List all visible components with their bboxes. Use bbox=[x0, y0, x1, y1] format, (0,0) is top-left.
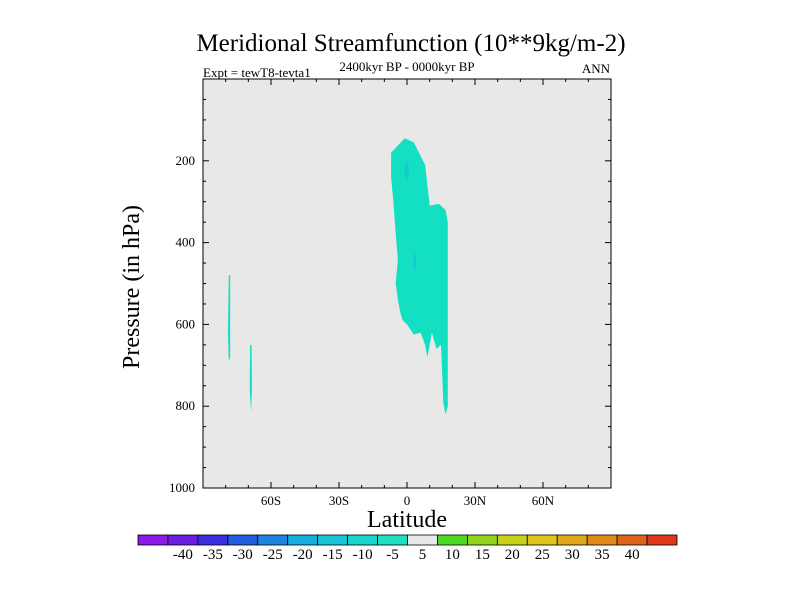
experiment-label: Expt = tewT8-tevta1 bbox=[203, 65, 311, 80]
colorbar-box bbox=[437, 534, 468, 546]
colorbar-box bbox=[586, 534, 618, 546]
plot-frame bbox=[202, 78, 612, 489]
contour-region-core-upper bbox=[404, 160, 410, 182]
season-label: ANN bbox=[582, 61, 611, 76]
colorbar-box bbox=[287, 534, 319, 546]
x-tick-label: 60S bbox=[261, 493, 281, 508]
colorbar-box bbox=[317, 534, 349, 546]
colorbar-label: 25 bbox=[535, 547, 550, 563]
colorbar-box bbox=[407, 534, 438, 546]
colorbar-box bbox=[137, 534, 169, 546]
colorbar-box bbox=[646, 534, 678, 546]
x-tick-label: 60N bbox=[532, 493, 555, 508]
contour-region-sliver-1 bbox=[227, 275, 231, 362]
colorbar-label: -15 bbox=[323, 547, 343, 563]
colorbar-label: -20 bbox=[293, 547, 313, 563]
colorbar-box bbox=[556, 534, 588, 546]
colorbar-label: 15 bbox=[475, 547, 490, 563]
colorbar-label: -5 bbox=[386, 547, 399, 563]
y-axis-label: Pressure (in hPa) bbox=[119, 205, 145, 369]
colorbar-box bbox=[227, 534, 259, 546]
y-tick-label: 200 bbox=[176, 153, 196, 168]
colorbar-label: -40 bbox=[173, 547, 193, 563]
y-tick-label: 400 bbox=[176, 235, 196, 250]
contour-region-main-cell bbox=[391, 138, 448, 415]
colorbar-box bbox=[496, 534, 528, 546]
colorbar-box bbox=[526, 534, 558, 546]
contour-region-sliver-2 bbox=[249, 344, 252, 413]
colorbar-box bbox=[616, 534, 648, 546]
x-tick-label: 0 bbox=[404, 493, 411, 508]
colorbar-label: 5 bbox=[419, 547, 427, 563]
x-tick-label: 30S bbox=[329, 493, 349, 508]
colorbar-box bbox=[167, 534, 199, 546]
colorbar-label: -25 bbox=[263, 547, 283, 563]
plot-area: 60S 30S 0 30N 60N 200 400 600 800 1000 bbox=[169, 78, 612, 508]
colorbar-box bbox=[197, 534, 229, 546]
colorbar: -40 -35 -30 -25 -20 -15 -10 -5 5 10 15 20 25 30 35 40 bbox=[137, 534, 678, 563]
colorbar-box bbox=[347, 534, 378, 546]
colorbar-box bbox=[377, 534, 408, 546]
colorbar-label: -35 bbox=[203, 547, 223, 563]
colorbar-label: 20 bbox=[505, 547, 520, 563]
y-tick-label: 800 bbox=[176, 398, 196, 413]
colorbar-label: 40 bbox=[625, 547, 640, 563]
period-label: 2400kyr BP - 0000kyr BP bbox=[339, 59, 474, 74]
colorbar-label: -10 bbox=[353, 547, 373, 563]
y-tick-label: 1000 bbox=[169, 480, 195, 495]
y-tick-label: 600 bbox=[176, 316, 196, 331]
contour-region-core-lower bbox=[413, 250, 417, 272]
colorbar-box bbox=[466, 534, 498, 546]
colorbar-label: 10 bbox=[445, 547, 460, 563]
colorbar-label: 30 bbox=[565, 547, 580, 563]
chart-title: Meridional Streamfunction (10**9kg/m-2) bbox=[196, 30, 625, 57]
x-axis-label: Latitude bbox=[367, 507, 447, 533]
colorbar-label: 35 bbox=[595, 547, 610, 563]
x-tick-label: 30N bbox=[464, 493, 487, 508]
colorbar-box bbox=[257, 534, 289, 546]
colorbar-label: -30 bbox=[233, 547, 253, 563]
